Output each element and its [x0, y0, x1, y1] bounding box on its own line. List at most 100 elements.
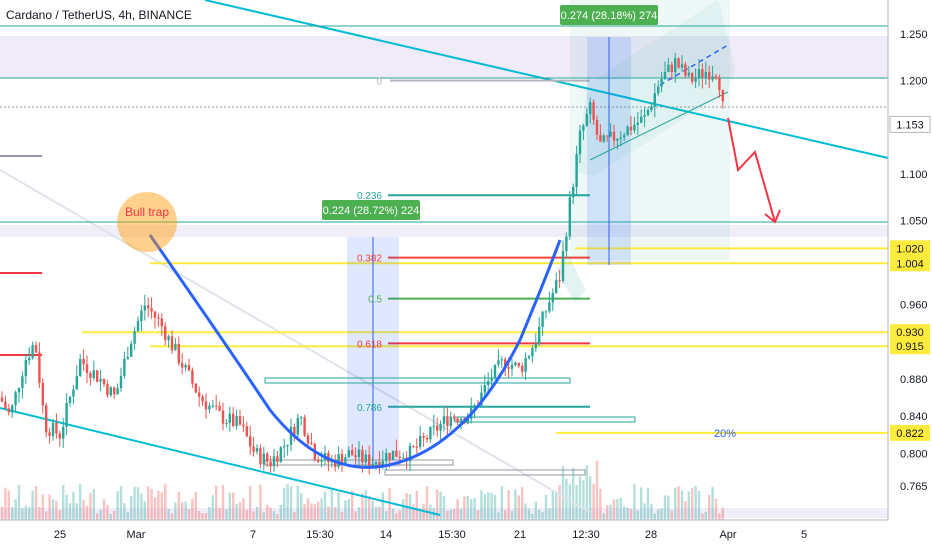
volume-bar — [208, 507, 211, 520]
volume-bar — [181, 502, 184, 520]
candle-body — [592, 102, 595, 120]
candle-body — [548, 302, 551, 312]
candle-body — [680, 64, 684, 68]
volume-bar — [364, 490, 367, 520]
candle-body — [612, 131, 616, 141]
measure-label-2-bg — [560, 5, 658, 25]
candle-body — [521, 365, 524, 372]
candle-body — [504, 359, 507, 368]
candle-body — [208, 405, 211, 410]
volume-bar — [65, 494, 68, 520]
volume-bar — [340, 511, 344, 520]
volume-bar — [245, 509, 248, 520]
candle-body — [160, 318, 163, 327]
candle-body — [215, 405, 218, 407]
candle-body — [201, 396, 204, 402]
candle-body — [412, 445, 415, 447]
candle-body — [126, 356, 129, 359]
candle-body — [62, 426, 65, 439]
volume-bar — [123, 503, 126, 520]
candle-body — [0, 397, 4, 402]
volume-bar — [697, 490, 701, 520]
candle-body — [119, 375, 123, 389]
volume-bar — [568, 484, 571, 520]
volume-bar — [473, 498, 476, 520]
volume-bar — [21, 508, 24, 520]
candle-body — [340, 453, 344, 464]
x-tick-label: 28 — [645, 529, 657, 541]
volume-bar — [126, 511, 129, 520]
candle-body — [174, 343, 177, 351]
candle-body — [140, 310, 143, 322]
lower-trendline-cyan — [0, 407, 441, 516]
overlays: 0 0.236 0.382 0.5 0.618 0.786 Bull trap 0.224 (… — [117, 5, 781, 469]
volume-bar — [276, 513, 279, 520]
projection-arrowhead — [764, 209, 781, 224]
volume-bar — [167, 508, 170, 520]
volume-bar — [41, 494, 44, 520]
candle-body — [259, 448, 262, 465]
volume-bar — [160, 492, 163, 520]
candle-body — [283, 446, 286, 448]
volume-bar — [55, 500, 58, 520]
volume-bar — [150, 489, 153, 520]
volume-bar — [204, 513, 208, 520]
volume-bar — [262, 512, 265, 520]
bull-trap-circle — [117, 192, 177, 252]
candle-body — [391, 450, 395, 460]
candle-body — [357, 449, 361, 458]
candle-body — [629, 126, 633, 131]
candle-body — [585, 114, 588, 126]
candle-body — [436, 425, 439, 431]
candle-body — [293, 427, 296, 435]
volume-bar — [62, 484, 65, 520]
price-tag — [890, 338, 930, 355]
volume-bar — [425, 486, 429, 520]
candle-body — [599, 134, 602, 142]
candle-body — [269, 461, 272, 467]
candle-body — [181, 363, 184, 368]
candle-body — [643, 115, 646, 117]
candle-body — [432, 425, 435, 427]
volume-bars — [0, 460, 724, 520]
candle-body — [408, 445, 412, 462]
fib-level-label: 0.786 — [357, 403, 382, 414]
volume-bar — [497, 512, 500, 520]
candle-body — [75, 376, 78, 390]
candle-body — [500, 359, 503, 361]
volume-bar — [191, 498, 194, 520]
candle-body — [456, 418, 459, 423]
y-tick-label: 0.960 — [900, 299, 928, 311]
volume-bar — [704, 511, 707, 520]
candle-body — [24, 360, 27, 377]
candle-body — [704, 71, 707, 78]
volume-bar — [490, 492, 493, 520]
candle-body — [99, 378, 102, 382]
x-tick-label: 25 — [54, 529, 66, 541]
volume-bar — [354, 511, 357, 520]
volume-bar — [561, 466, 565, 520]
volume-bar — [415, 490, 418, 520]
candle-body — [483, 384, 486, 393]
y-tick-label: 1.200 — [900, 76, 928, 88]
volume-bar — [643, 503, 646, 520]
volume-bar — [412, 504, 415, 520]
candle-body — [527, 356, 531, 359]
candle-body — [650, 106, 653, 111]
candle-body — [687, 72, 690, 76]
volume-bar — [674, 487, 677, 520]
volume-bar — [524, 503, 527, 520]
price-tag — [890, 240, 930, 257]
candle-body — [289, 427, 293, 445]
volume-bar — [28, 507, 31, 520]
volume-bar — [439, 491, 442, 520]
volume-bar — [72, 491, 75, 520]
volume-bar — [459, 508, 463, 520]
candle-body — [225, 422, 228, 424]
candle-body — [708, 71, 711, 80]
candle-body — [130, 343, 133, 357]
volume-bar — [657, 509, 660, 520]
candle-body — [493, 364, 497, 379]
candle-body — [582, 125, 585, 131]
